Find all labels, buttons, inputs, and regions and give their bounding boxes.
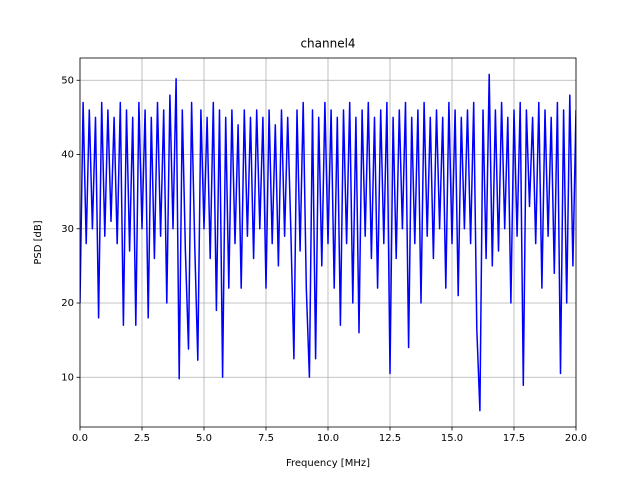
x-tick-label: 5.0 [196,433,212,444]
x-tick-label: 15.0 [441,433,463,444]
y-tick-label: 10 [61,372,74,383]
x-tick-label: 17.5 [503,433,525,444]
x-tick-label: 7.5 [258,433,274,444]
y-tick-label: 30 [61,224,74,235]
x-tick-label: 2.5 [134,433,150,444]
psd-line [80,73,576,412]
y-tick-label: 50 [61,75,74,86]
x-tick-label: 20.0 [565,433,587,444]
x-tick-label: 12.5 [379,433,401,444]
y-axis-label: PSD [dB] [33,220,44,264]
plot-frame [79,57,577,428]
x-tick-label: 10.0 [317,433,339,444]
y-tick-label: 40 [61,150,74,161]
y-tick-label: 20 [61,298,74,309]
chart-title: channel4 [300,37,355,51]
x-axis-label: Frequency [MHz] [286,458,370,469]
x-tick-label: 0.0 [72,433,88,444]
